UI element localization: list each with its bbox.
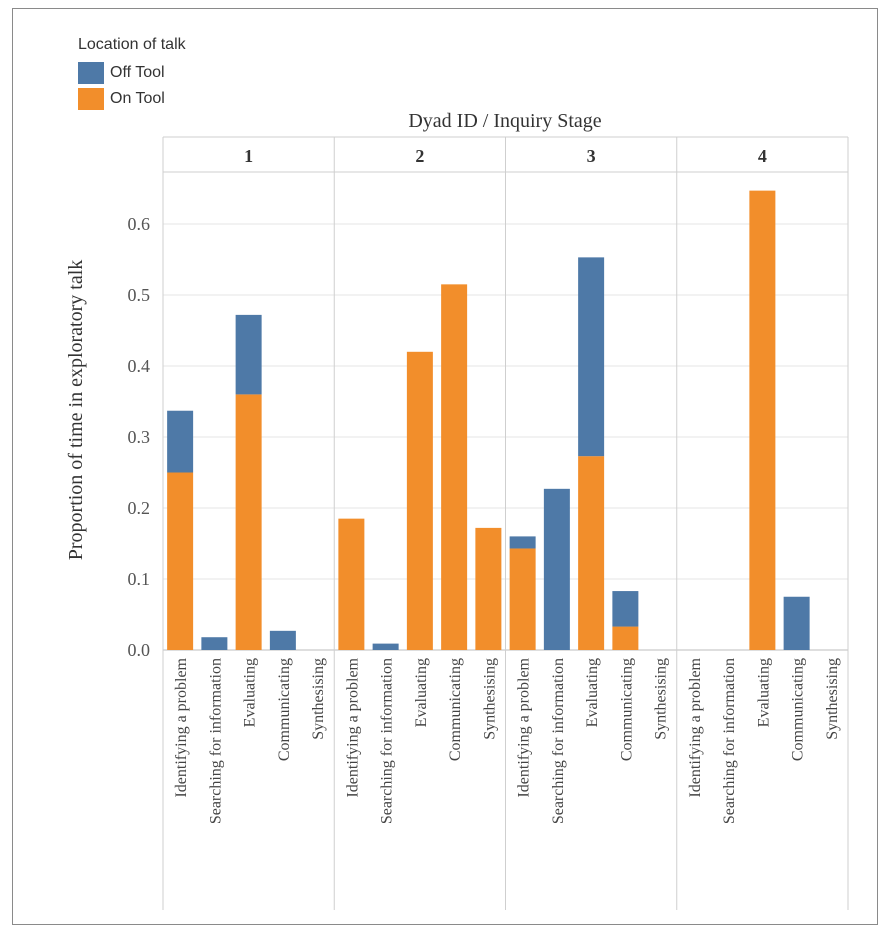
header-title: Dyad ID / Inquiry Stage	[408, 110, 601, 132]
x-tick-label: Searching for information	[721, 658, 738, 824]
x-tick-label: Synthesising	[310, 658, 327, 740]
bar-off-tool	[612, 591, 639, 627]
y-tick-label: 0.1	[128, 569, 151, 589]
y-axis-label: Proportion of time in exploratory talk	[65, 260, 87, 561]
panel-header-label: 2	[415, 146, 424, 166]
bar-on-tool	[475, 527, 502, 650]
panel-header-label: 3	[587, 146, 596, 166]
bar-off-tool	[201, 637, 228, 650]
y-tick-label: 0.0	[128, 640, 151, 660]
grid-layer	[162, 136, 849, 910]
bar-on-tool	[612, 626, 639, 650]
bar-on-tool	[441, 284, 468, 650]
x-tick-label: Communicating	[447, 658, 464, 761]
bar-off-tool	[543, 488, 570, 650]
bar-on-tool	[509, 548, 536, 650]
legend: Location of talk Off Tool On Tool	[78, 36, 186, 112]
legend-item-off-tool: Off Tool	[78, 60, 186, 86]
x-tick-label: Evaluating	[413, 658, 430, 727]
x-tick-label: Communicating	[618, 658, 635, 761]
x-tick-label: Searching for information	[379, 658, 396, 824]
bar-off-tool	[783, 596, 810, 650]
x-tick-label: Communicating	[276, 658, 293, 761]
x-tick-label: Evaluating	[755, 658, 772, 727]
y-tick-label: 0.3	[128, 427, 151, 447]
bar-off-tool	[235, 314, 262, 395]
bar-on-tool	[749, 190, 776, 650]
legend-swatch-off-tool	[78, 62, 104, 84]
x-tick-label: Identifying a problem	[344, 657, 361, 797]
x-tick-label: Synthesising	[481, 658, 498, 740]
y-tick-label: 0.6	[128, 214, 151, 234]
y-tick-label: 0.2	[128, 498, 151, 518]
bar-on-tool	[338, 518, 365, 650]
bar-off-tool	[509, 536, 536, 549]
bar-off-tool	[269, 630, 296, 650]
bar-off-tool	[167, 410, 194, 473]
legend-label-on-tool: On Tool	[110, 90, 165, 107]
legend-item-on-tool: On Tool	[78, 86, 186, 112]
x-tick-label: Searching for information	[550, 658, 567, 824]
bar-on-tool	[578, 456, 605, 650]
y-tick-label: 0.5	[128, 285, 151, 305]
x-tick-label: Communicating	[790, 658, 807, 761]
y-tick-label: 0.4	[128, 356, 151, 376]
x-tick-label: Evaluating	[242, 658, 259, 727]
x-tick-label: Evaluating	[584, 658, 601, 727]
x-tick-label: Identifying a problem	[687, 657, 704, 797]
x-tick-label: Synthesising	[653, 658, 670, 740]
axis-layer: 0.0 0.1 0.2 0.3 0.4 0.5 0.6 1 2 3 4 Identifying a p…	[128, 146, 841, 824]
bars-layer	[167, 190, 810, 650]
x-tick-label: Identifying a problem	[516, 657, 533, 797]
legend-swatch-on-tool	[78, 88, 104, 110]
panel-header-label: 1	[244, 146, 253, 166]
x-tick-label: Identifying a problem	[173, 657, 190, 797]
x-tick-label: Synthesising	[824, 658, 841, 740]
bar-on-tool	[406, 351, 433, 650]
bar-on-tool	[167, 472, 194, 650]
panel-header-label: 4	[758, 146, 767, 166]
bar-on-tool	[235, 394, 262, 650]
legend-title: Location of talk	[78, 36, 186, 53]
legend-label-off-tool: Off Tool	[110, 64, 165, 81]
x-tick-label: Searching for information	[207, 658, 224, 824]
bar-off-tool	[578, 257, 605, 457]
bar-off-tool	[372, 643, 399, 650]
